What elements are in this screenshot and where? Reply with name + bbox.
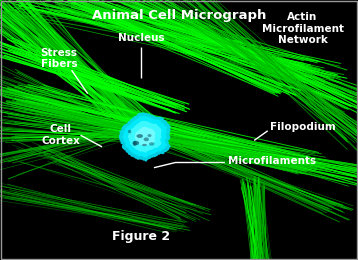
- Ellipse shape: [149, 142, 154, 146]
- Text: Nucleus: Nucleus: [118, 33, 165, 43]
- Ellipse shape: [144, 137, 149, 141]
- Polygon shape: [128, 121, 162, 153]
- Ellipse shape: [128, 130, 131, 133]
- Ellipse shape: [132, 141, 137, 146]
- Polygon shape: [123, 116, 167, 158]
- Ellipse shape: [136, 134, 143, 138]
- Ellipse shape: [147, 134, 151, 137]
- Text: Microfilaments: Microfilaments: [228, 156, 316, 166]
- Text: Stress
Fibers: Stress Fibers: [40, 48, 78, 69]
- Text: Filopodium: Filopodium: [270, 122, 336, 132]
- Text: Actin
Microfilament
Network: Actin Microfilament Network: [261, 12, 344, 45]
- Ellipse shape: [133, 141, 139, 145]
- Text: Figure 2: Figure 2: [112, 230, 170, 243]
- Text: Cell
Cortex: Cell Cortex: [42, 124, 80, 146]
- Text: Animal Cell Micrograph: Animal Cell Micrograph: [92, 9, 266, 22]
- Polygon shape: [119, 112, 171, 162]
- Ellipse shape: [142, 144, 147, 146]
- Polygon shape: [135, 127, 155, 147]
